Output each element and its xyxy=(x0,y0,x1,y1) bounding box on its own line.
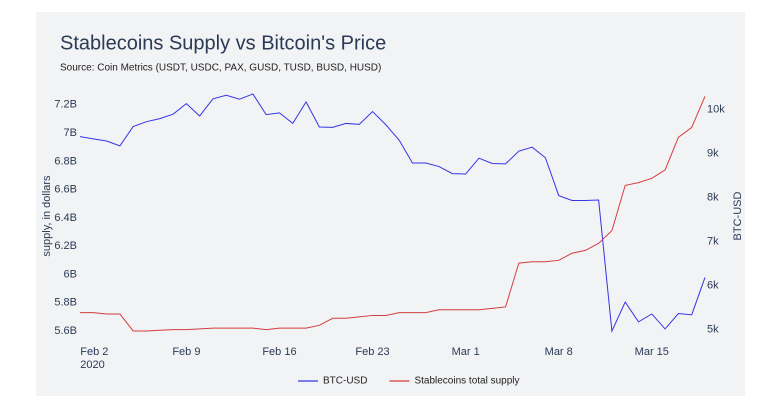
y-tick-label: 7.2B xyxy=(54,99,77,111)
y2-tick-label: 7k xyxy=(707,236,719,248)
x-tick-label: Feb 23 xyxy=(355,346,389,358)
y2-tick-label: 5k xyxy=(707,324,719,336)
y-tick-label: 7B xyxy=(64,127,77,139)
x-tick-line: Feb 9 xyxy=(172,346,200,358)
x-tick-label: Feb 9 xyxy=(172,346,200,358)
y-tick-label: 6B xyxy=(64,268,77,280)
series-line xyxy=(80,96,706,332)
x-tick-line: Feb 2 xyxy=(80,346,108,358)
x-tick-label: Mar 15 xyxy=(635,346,669,358)
chart-subtitle: Source: Coin Metrics (USDT, USDC, PAX, G… xyxy=(60,63,381,74)
x-tick-label: Feb 16 xyxy=(262,346,296,358)
x-tick-line: Feb 16 xyxy=(262,346,296,358)
legend-label: Stablecoins total supply xyxy=(414,376,519,387)
x-tick-label: Mar 8 xyxy=(545,346,573,358)
y2-tick-label: 10k xyxy=(707,104,725,116)
y2-tick-label: 8k xyxy=(707,192,719,204)
panel xyxy=(36,12,745,396)
y-tick-label: 6.4B xyxy=(54,212,77,224)
x-tick-line: Mar 15 xyxy=(635,346,669,358)
x-tick-line: 2020 xyxy=(80,359,104,371)
chart-title: Stablecoins Supply vs Bitcoin's Price xyxy=(60,32,386,54)
y-tick-label: 5.6B xyxy=(54,325,77,337)
y-tick-label: 5.8B xyxy=(54,297,77,309)
y2-tick-label: 9k xyxy=(707,148,719,160)
x-tick-label: Feb 2 2020 xyxy=(80,346,108,371)
x-tick-line: Mar 8 xyxy=(545,346,573,358)
y2-axis-title: BTC-USD xyxy=(732,192,744,241)
y-tick-label: 6.2B xyxy=(54,240,77,252)
y-tick-label: 6.6B xyxy=(54,184,77,196)
series-line xyxy=(79,93,706,334)
x-tick-line: Mar 1 xyxy=(452,346,480,358)
x-tick-line: Feb 23 xyxy=(355,346,389,358)
x-tick-label: Mar 1 xyxy=(452,346,480,358)
y-axis-title: supply, in dollars xyxy=(41,175,53,257)
y2-tick-label: 6k xyxy=(707,280,719,292)
legend-label: BTC-USD xyxy=(323,376,367,387)
y-tick-label: 6.8B xyxy=(54,155,77,167)
